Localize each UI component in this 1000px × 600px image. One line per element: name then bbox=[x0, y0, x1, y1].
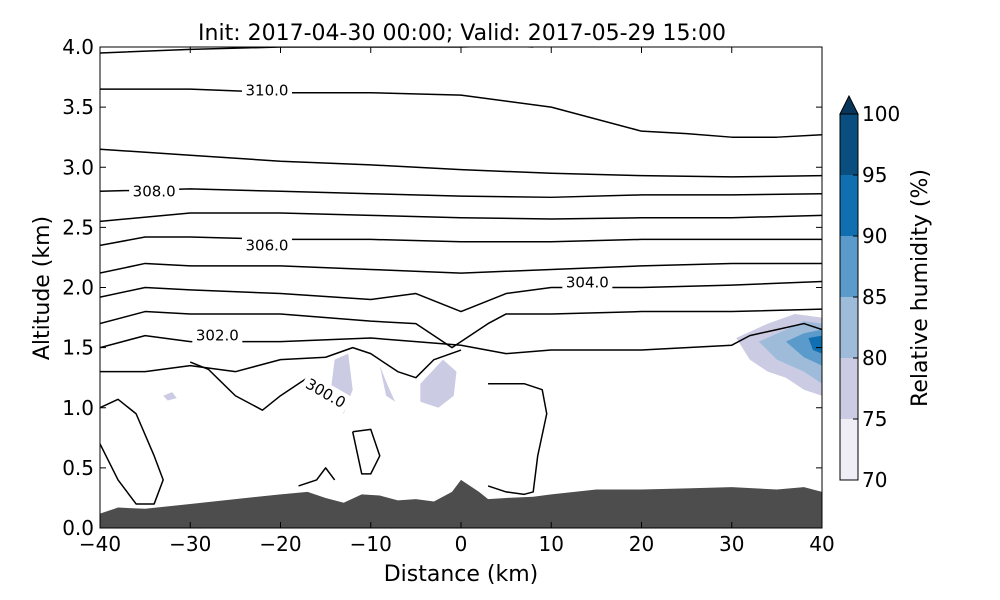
colorbar: 70 75 80 85 90 95 100 bbox=[839, 94, 900, 492]
y-tick-label: 0.5 bbox=[62, 456, 94, 480]
colorbar-tick-label: 100 bbox=[862, 102, 900, 126]
humidity-region bbox=[379, 365, 396, 402]
theta-contour-line bbox=[100, 212, 822, 223]
contour-label-text: 310.0 bbox=[245, 81, 288, 99]
x-tick-label: −30 bbox=[169, 532, 211, 556]
colorbar-segment bbox=[840, 358, 858, 419]
x-tick-label: 20 bbox=[629, 532, 654, 556]
colorbar-extend-arrow bbox=[839, 94, 859, 115]
colorbar-segment bbox=[840, 297, 858, 358]
colorbar-tick-label: 80 bbox=[862, 346, 887, 370]
y-tick-label: 0.0 bbox=[62, 516, 94, 540]
theta-contour-line bbox=[100, 346, 462, 379]
y-tick-label: 2.0 bbox=[62, 276, 94, 300]
contour-label: 310.0 bbox=[241, 80, 292, 101]
x-tick-label: −10 bbox=[350, 532, 392, 556]
theta-contour-line bbox=[100, 236, 822, 247]
terrain-layer bbox=[100, 479, 822, 528]
colorbar-tick-label: 85 bbox=[862, 285, 887, 309]
colorbar-tick-label: 70 bbox=[862, 468, 887, 492]
theta-contour-layer bbox=[100, 47, 822, 505]
contour-label-backing bbox=[241, 235, 292, 256]
x-axis-label: Distance (km) bbox=[384, 562, 539, 587]
x-tick-label: −20 bbox=[259, 532, 301, 556]
y-tick-label: 2.5 bbox=[62, 215, 94, 239]
y-tick-label: 3.5 bbox=[62, 95, 94, 119]
colorbar-segment bbox=[840, 236, 858, 297]
x-tick-label: 10 bbox=[539, 532, 564, 556]
colorbar-tick-label: 75 bbox=[862, 407, 887, 431]
theta-contour-line bbox=[100, 88, 822, 138]
contour-label: 306.0 bbox=[241, 235, 292, 256]
contour-label: 304.0 bbox=[562, 272, 613, 293]
theta-contour-line bbox=[487, 382, 548, 496]
contour-label-backing bbox=[562, 272, 613, 293]
theta-contour-line bbox=[100, 280, 822, 313]
chart-title: Init: 2017-04-30 00:00; Valid: 2017-05-2… bbox=[198, 21, 726, 46]
colorbar-tick-label: 95 bbox=[862, 163, 887, 187]
colorbar-segment bbox=[840, 419, 858, 480]
y-tick-label: 1.5 bbox=[62, 336, 94, 360]
contour-label-backing bbox=[298, 372, 353, 415]
humidity-region bbox=[163, 392, 177, 401]
x-tick-label: 40 bbox=[809, 532, 834, 556]
contour-label-text: 302.0 bbox=[196, 327, 239, 345]
y-axis-ticks: 0.0 0.5 1.0 1.5 2.0 2.5 3.0 3.5 4.0 bbox=[62, 35, 822, 540]
x-tick-label: 0 bbox=[455, 532, 468, 556]
contour-label-text: 306.0 bbox=[245, 236, 288, 254]
humidity-region bbox=[420, 359, 457, 408]
y-tick-label: 4.0 bbox=[62, 35, 94, 59]
contour-label-text: 304.0 bbox=[566, 274, 609, 292]
contour-label: 308.0 bbox=[129, 181, 180, 202]
x-tick-label: 30 bbox=[719, 532, 744, 556]
theta-contour-line bbox=[298, 467, 336, 487]
plot-frame bbox=[99, 46, 823, 529]
colorbar-segment bbox=[840, 175, 858, 236]
terrain-area bbox=[100, 479, 822, 528]
theta-contour-line bbox=[351, 428, 381, 475]
y-tick-label: 3.0 bbox=[62, 155, 94, 179]
theta-contour-line bbox=[100, 262, 822, 274]
colorbar-segment bbox=[840, 114, 858, 175]
colorbar-label: Relative humidity (%) bbox=[908, 169, 933, 407]
theta-contour-line bbox=[100, 188, 822, 199]
y-axis-label: Altitude (km) bbox=[30, 216, 55, 360]
colorbar-tick-label: 90 bbox=[862, 224, 887, 248]
contour-label-backing bbox=[192, 325, 243, 346]
contour-label-backing bbox=[129, 181, 180, 202]
x-axis-ticks: −40 −30 −20 −10 0 10 20 30 40 bbox=[79, 47, 835, 556]
contour-label-backing bbox=[241, 80, 292, 101]
y-tick-label: 1.0 bbox=[62, 396, 94, 420]
theta-contour-line bbox=[100, 398, 164, 505]
contour-label: 302.0 bbox=[192, 325, 243, 346]
theta-contour-line bbox=[100, 308, 822, 349]
theta-contour-line bbox=[100, 148, 822, 178]
x-tick-label: −40 bbox=[79, 532, 121, 556]
contour-label-text: 308.0 bbox=[133, 182, 176, 200]
humidity-region bbox=[808, 335, 822, 354]
